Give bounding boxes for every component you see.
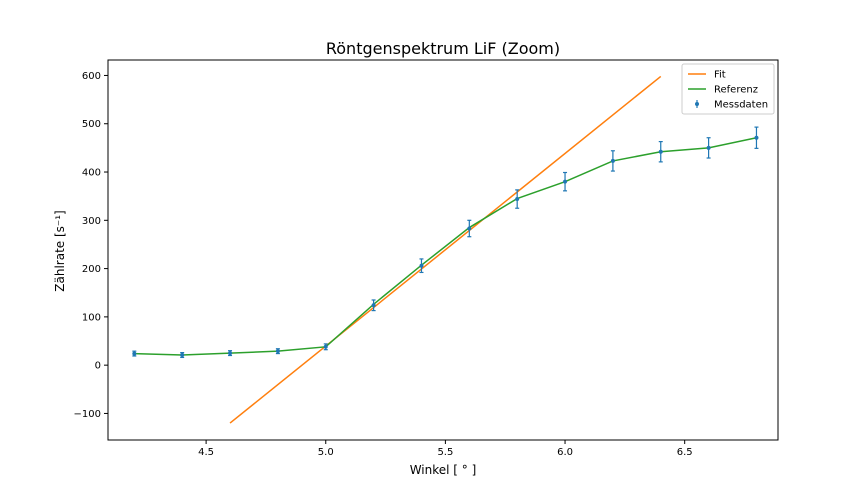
y-axis: −100 0 100 200 300 400 500 600: [74, 71, 108, 420]
y-tick-label: 400: [82, 168, 101, 179]
x-tick-label: 5.0: [318, 447, 334, 458]
y-tick-label: 100: [82, 312, 101, 323]
data-point: [467, 226, 472, 231]
axes-frame: [107, 59, 779, 441]
y-tick-label: 500: [82, 119, 101, 130]
x-tick-label: 6.0: [557, 447, 573, 458]
data-point: [323, 344, 328, 349]
data-point: [563, 179, 568, 184]
legend-referenz-label: Referenz: [714, 85, 758, 96]
series-fit-line: [229, 75, 662, 424]
y-tick-label: 200: [82, 264, 101, 275]
data-point: [706, 145, 711, 150]
data-point: [419, 263, 424, 268]
legend-messdaten-marker: [695, 102, 699, 106]
data-point: [658, 149, 663, 154]
series-referenz-line: [134, 137, 757, 356]
data-point: [754, 135, 759, 140]
data-point: [132, 351, 137, 356]
legend-box: [681, 63, 775, 115]
legend-fit-label: Fit: [714, 70, 726, 81]
data-point: [515, 197, 520, 202]
legend: Fit Referenz Messdaten: [681, 63, 775, 115]
data-point: [180, 353, 185, 358]
data-point: [275, 349, 280, 354]
legend-messdaten-label: Messdaten: [714, 100, 768, 111]
x-axis-label: Winkel [ ° ]: [410, 463, 477, 477]
x-axis: 4.5 5.0 5.5 6.0 6.5: [198, 440, 693, 458]
x-tick-label: 5.5: [437, 447, 453, 458]
y-tick-label: 600: [82, 71, 101, 82]
y-tick-label: 300: [82, 216, 101, 227]
chart-title: Röntgenspektrum LiF (Zoom): [326, 39, 560, 58]
data-point: [610, 158, 615, 163]
plot-area: [132, 75, 759, 424]
y-tick-label: 0: [95, 361, 101, 372]
x-tick-label: 4.5: [198, 447, 214, 458]
data-point: [228, 351, 233, 356]
data-point: [371, 303, 376, 308]
y-axis-label: Zählrate [s⁻¹]: [53, 210, 67, 291]
x-tick-label: 6.5: [677, 447, 693, 458]
y-tick-label: −100: [74, 409, 101, 420]
